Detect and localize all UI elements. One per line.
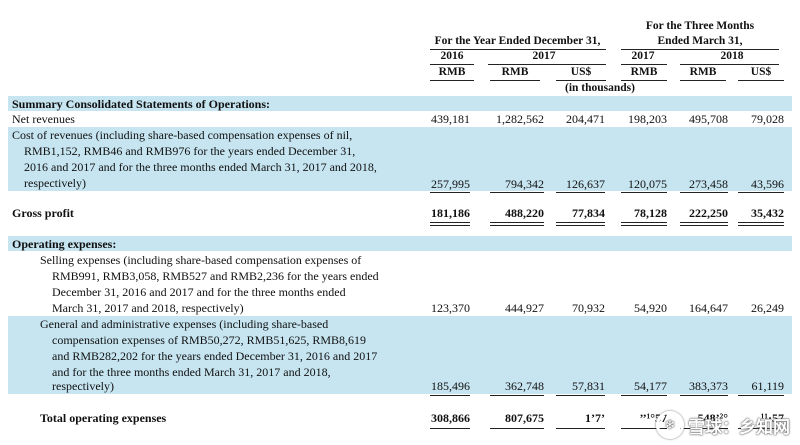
gross-profit-2017-rmb: 488,220 <box>505 206 544 220</box>
total-operating-2017-usd: 1’7’ <box>585 411 605 425</box>
ga-line2: compensation expenses of RMB50,272, RMB5… <box>52 333 366 347</box>
currency-rmb-2016: RMB <box>438 66 466 78</box>
cost-of-revenues-line4: respectively) <box>24 176 86 190</box>
cost-of-revenues-line3: 2016 and 2017 and for the three months e… <box>24 160 377 174</box>
cost-2016: 257,995 <box>431 177 470 191</box>
cost-q2017: 120,075 <box>628 177 667 191</box>
ga-2016: 185,496 <box>431 379 470 393</box>
watermark-text: 雪球：乡知网 <box>688 417 790 438</box>
gross-profit-q2017: 78,128 <box>634 206 667 220</box>
snowball-logo-icon: ❄ <box>656 411 684 439</box>
selling-line3: December 31, 2016 and 2017 and for the t… <box>52 285 346 299</box>
net-revenues-2017-rmb: 1,282,562 <box>496 112 544 126</box>
section-title: Summary Consolidated Statements of Opera… <box>12 97 270 111</box>
selling-q2018-rmb: 164,647 <box>689 301 728 315</box>
cost-q2018-rmb: 273,458 <box>689 177 728 191</box>
ga-line3: and RMB282,202 for the years ended Decem… <box>52 349 378 363</box>
selling-q2017: 54,920 <box>634 301 667 315</box>
ga-line1: General and administrative expenses (inc… <box>40 317 329 331</box>
ga-2017-rmb: 362,748 <box>505 379 544 393</box>
operating-expenses-title: Operating expenses: <box>12 237 117 251</box>
net-revenues-q2018-usd: 79,028 <box>751 112 784 126</box>
ga-2017-usd: 57,831 <box>572 379 605 393</box>
selling-line1: Selling expenses (including share-based … <box>40 253 362 267</box>
selling-2016: 123,370 <box>431 301 470 315</box>
year-2017-quarter: 2017 <box>631 50 655 62</box>
year-2016: 2016 <box>440 50 464 62</box>
selling-q2018-usd: 26,249 <box>751 301 784 315</box>
total-operating-q2018-usd: ¹¹·57 <box>760 411 784 425</box>
net-revenues-2017-usd: 204,471 <box>566 112 605 126</box>
currency-rmb-2017: RMB <box>501 66 529 78</box>
watermark: ❄ 雪球：乡知网 <box>656 411 790 439</box>
year-group-header: For the Year Ended December 31, <box>434 35 601 47</box>
ga-q2018-usd: 61,119 <box>751 379 784 393</box>
year-2018-quarter: 2018 <box>720 50 744 62</box>
total-operating-2016: 308,866 <box>431 411 470 425</box>
currency-usd-q2018: US$ <box>750 66 772 78</box>
ga-q2018-rmb: 383,373 <box>689 379 728 393</box>
cost-2017-rmb: 794,342 <box>505 177 544 191</box>
cost-of-revenues-line1: Cost of revenues (including share-based … <box>12 128 353 142</box>
net-revenues-q2017: 198,203 <box>628 112 667 126</box>
selling-2017-rmb: 444,927 <box>505 301 544 315</box>
ga-line5: respectively) <box>52 379 114 393</box>
currency-rmb-q2018: RMB <box>689 66 717 78</box>
currency-rmb-q2017: RMB <box>630 66 658 78</box>
selling-line2: RMB991, RMB3,058, RMB527 and RMB2,236 fo… <box>52 269 379 283</box>
ga-q2017: 54,177 <box>634 379 667 393</box>
gross-profit-label: Gross profit <box>12 206 74 220</box>
gross-profit-2016: 181,186 <box>431 206 470 220</box>
net-revenues-2016: 439,181 <box>431 112 470 126</box>
total-operating-q2018-rmb: 548’²° <box>697 411 728 425</box>
three-months-group-line1: For the Three Months <box>645 20 755 32</box>
total-operating-2017-rmb: 807,675 <box>505 411 544 425</box>
cost-of-revenues-line2: RMB1,152, RMB46 and RMB976 for the years… <box>24 144 356 158</box>
cost-2017-usd: 126,637 <box>566 177 605 191</box>
selling-line4: March 31, 2017 and 2018, respectively) <box>52 301 244 315</box>
selling-2017-usd: 70,932 <box>572 301 605 315</box>
gross-profit-q2018-usd: 35,432 <box>751 206 784 220</box>
currency-usd-2017: US$ <box>570 66 592 78</box>
total-operating-label: Total operating expenses <box>40 411 167 425</box>
cost-q2018-usd: 43,596 <box>751 177 784 191</box>
gross-profit-q2018-rmb: 222,250 <box>689 206 728 220</box>
units-label: (in thousands) <box>565 82 635 94</box>
net-revenues-q2018-rmb: 495,708 <box>689 112 728 126</box>
three-months-group-line2: Ended March 31, <box>657 35 743 47</box>
year-2017-annual: 2017 <box>532 50 556 62</box>
net-revenues-label: Net revenues <box>12 112 75 126</box>
ga-line4: and for the three months ended March 31,… <box>52 365 331 379</box>
gross-profit-2017-usd: 77,834 <box>572 206 605 220</box>
